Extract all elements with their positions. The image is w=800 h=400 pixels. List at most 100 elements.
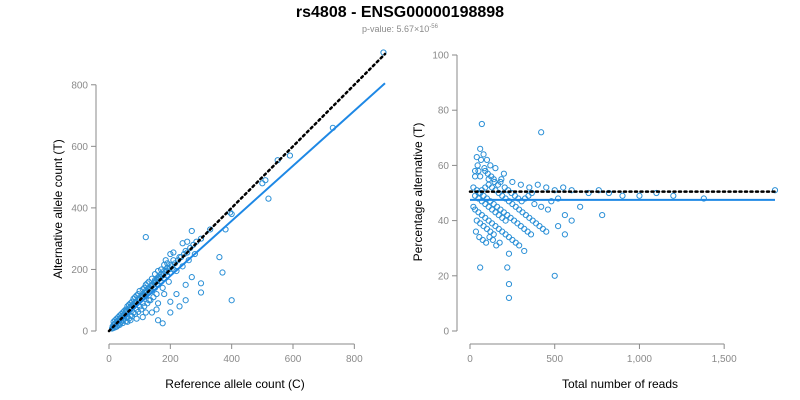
right-data-point (488, 220, 496, 227)
left-y-axis-title: Alternative allele count (T) (51, 139, 65, 278)
left-data-point (161, 267, 168, 275)
right-data-point (497, 206, 504, 213)
right-data-point (478, 120, 485, 128)
right-data-point (526, 184, 533, 191)
left-data-point (188, 227, 195, 235)
left-data-point (216, 254, 223, 261)
right-data-point (502, 217, 509, 224)
right-data-point (544, 206, 552, 213)
right-data-point (509, 236, 516, 244)
right-y-tick-label: 60 (438, 161, 450, 172)
left-data-point (154, 300, 162, 307)
left-data-point (173, 290, 180, 298)
left-x-axis-title: Reference allele count (C) (165, 377, 304, 391)
left-data-point (159, 320, 166, 327)
left-data-point (228, 297, 235, 304)
right-data-point (568, 217, 575, 224)
left-data-point (197, 235, 205, 242)
right-data-point (493, 242, 500, 249)
right-data-point (500, 170, 507, 177)
right-y-axis: 0 20 40 60 80 100 (432, 51, 458, 338)
right-y-axis-title: Percentage alternative (T) (411, 123, 425, 262)
left-x-tick-label: 0 (106, 354, 112, 365)
right-data-point (599, 211, 606, 219)
right-x-axis: 0 500 1,000 1,500 (467, 343, 737, 365)
right-data-point (496, 239, 503, 246)
right-y-tick-label: 80 (438, 106, 450, 117)
right-y-tick-label: 40 (438, 216, 450, 227)
right-data-point (636, 192, 643, 199)
right-data-point (471, 192, 479, 199)
left-data-point (154, 317, 162, 324)
right-data-point (585, 189, 592, 197)
left-data-point (151, 270, 159, 278)
right-data-point (471, 167, 479, 175)
right-data-point (619, 192, 626, 199)
right-data-point (471, 173, 479, 180)
right-data-point (560, 184, 567, 191)
p-value-exponent: -56 (429, 24, 438, 30)
left-data-point (153, 306, 160, 313)
right-data-point (561, 231, 568, 238)
left-data-point (286, 152, 294, 159)
right-data-point (516, 206, 523, 213)
right-data-point (538, 203, 545, 210)
left-data-point (158, 270, 165, 278)
right-data-point (499, 228, 506, 235)
right-data-point (517, 181, 524, 188)
left-data-point (139, 314, 146, 321)
right-x-tick-label: 1,500 (712, 354, 737, 365)
right-data-point (505, 234, 513, 241)
left-data-point (170, 257, 177, 264)
left-data-point (179, 240, 186, 247)
right-data-point (473, 154, 480, 161)
left-y-tick-label: 400 (71, 203, 88, 214)
left-reference-line (107, 52, 387, 333)
right-data-point (498, 176, 505, 183)
left-y-tick-label: 600 (71, 142, 88, 153)
right-data-point (501, 184, 508, 191)
right-data-point (521, 247, 528, 255)
p-value-text: p-value: 5.67×10 (362, 24, 430, 34)
left-y-tick-label: 200 (71, 265, 88, 276)
left-data-point (191, 250, 198, 258)
left-data-point (167, 250, 174, 258)
left-y-tick-label: 800 (71, 80, 88, 91)
right-data-point (482, 200, 489, 208)
right-data-point (476, 234, 483, 241)
right-data-point (568, 187, 575, 194)
right-data-point (700, 195, 707, 202)
left-data-point (141, 303, 148, 310)
right-data-point (480, 151, 487, 158)
right-data-point (527, 231, 535, 238)
left-data-point (153, 290, 160, 298)
left-data-point (167, 309, 174, 316)
right-data-point (480, 223, 487, 230)
right-data-point (488, 206, 496, 213)
left-y-tick-label: 0 (82, 327, 88, 338)
right-data-point (529, 217, 536, 224)
right-data-point (536, 223, 543, 230)
right-data-point (489, 236, 496, 244)
right-lines (468, 190, 777, 201)
right-data-point (487, 162, 494, 169)
right-data-point (485, 217, 492, 224)
left-data-point (142, 309, 149, 316)
right-data-point (499, 214, 506, 221)
right-data-point (521, 225, 528, 232)
left-data-point (161, 290, 168, 298)
left-data-point (154, 267, 162, 275)
right-data-point (507, 214, 514, 221)
right-data-point (532, 220, 540, 227)
allele-count-scatter-chart: 0 200 400 600 800 0 200 400 600 800 Reference al… (51, 49, 387, 391)
left-data-point (173, 267, 180, 275)
right-data-point (512, 203, 519, 210)
right-data-point (477, 173, 484, 180)
right-data-point (487, 228, 494, 235)
left-data-point (167, 261, 174, 268)
left-data-point (197, 289, 205, 296)
right-data-point (505, 280, 513, 288)
left-data-point (184, 249, 191, 256)
right-data-point (771, 187, 779, 194)
